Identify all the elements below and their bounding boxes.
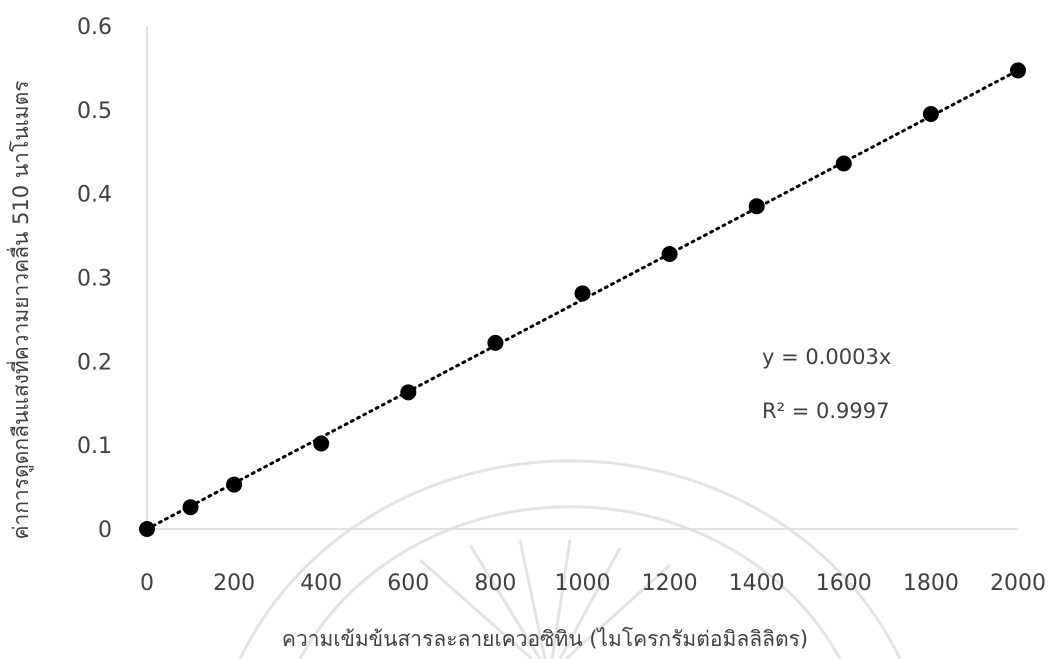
data-point (182, 499, 199, 516)
x-tick-label: 600 (387, 571, 429, 596)
y-axis-title: ค่าการดูดกลืนแสงที่ความยาวคลื่น 510 นาโน… (6, 80, 34, 539)
x-tick-labels: 0 200 400 600 800 1000 1200 1400 1600 1800 2000 (140, 571, 1046, 596)
y-tick-label: 0.5 (77, 99, 112, 124)
r-squared-label: R² = 0.9997 (762, 399, 889, 423)
y-tick-label: 0.6 (77, 15, 112, 40)
x-tick-label: 0 (140, 571, 154, 596)
x-tick-label: 400 (300, 571, 342, 596)
x-tick-label: 800 (474, 571, 516, 596)
x-tick-label: 1600 (816, 571, 872, 596)
data-point (574, 285, 591, 302)
data-point (1010, 62, 1026, 79)
x-tick-label: 1200 (642, 571, 698, 596)
trendline-equation: y = 0.0003x (762, 345, 891, 369)
y-tick-label: 0.1 (77, 434, 112, 459)
x-tick-label: 1800 (903, 571, 959, 596)
data-point (226, 476, 243, 493)
x-tick-label: 2000 (990, 571, 1046, 596)
data-point (487, 334, 504, 351)
y-tick-label: 0 (98, 518, 112, 543)
data-point (661, 246, 678, 263)
data-point (313, 435, 330, 452)
data-point (400, 384, 417, 401)
y-tick-labels: 0 0.1 0.2 0.3 0.4 0.5 0.6 (77, 15, 112, 543)
data-point (835, 155, 852, 172)
data-point (922, 106, 939, 123)
x-tick-label: 1400 (729, 571, 785, 596)
watermark (238, 459, 902, 659)
data-point (748, 198, 765, 215)
x-tick-label: 1000 (555, 571, 611, 596)
x-axis-title: ความเข้มข้นสารละลายเควอซิทิน (ไมโครกรัมต… (282, 627, 808, 651)
data-points (139, 62, 1026, 537)
y-tick-label: 0.2 (77, 350, 112, 375)
y-tick-label: 0.4 (77, 183, 112, 208)
data-point (139, 521, 155, 537)
y-tick-label: 0.3 (77, 267, 112, 292)
x-tick-label: 200 (213, 571, 255, 596)
